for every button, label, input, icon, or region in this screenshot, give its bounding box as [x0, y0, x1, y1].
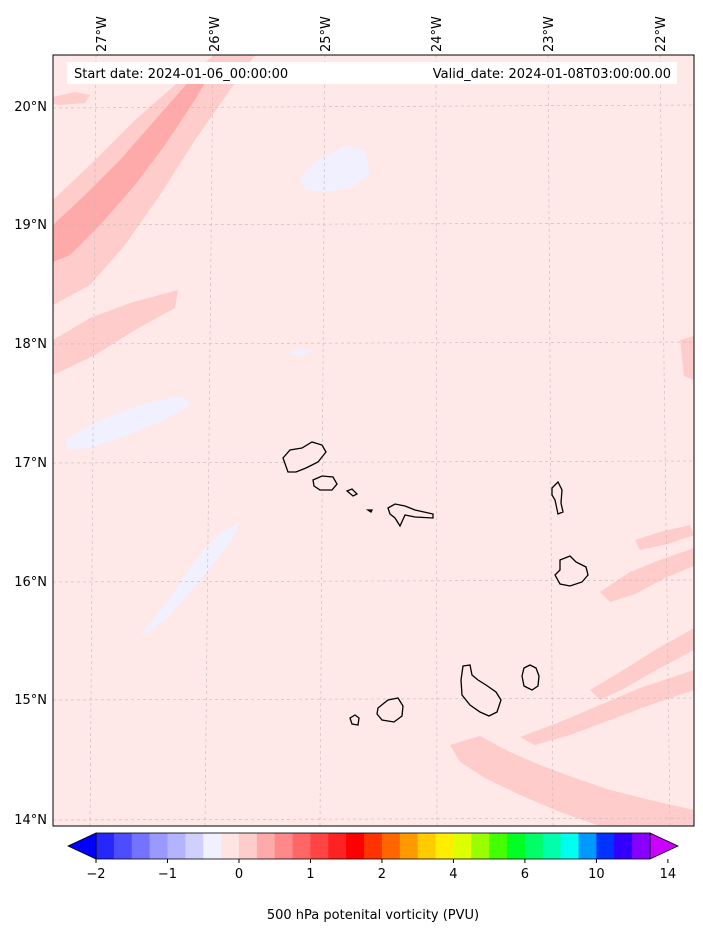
colorbar-cell [471, 833, 490, 859]
colorbar-cell [328, 833, 347, 859]
colorbar-cell [185, 833, 204, 859]
colorbar-ticks: −2 −1 0 1 2 4 6 10 14 [86, 859, 676, 882]
colorbar-cell [524, 833, 544, 859]
colorbar-cell [256, 833, 276, 859]
colorbar-tick-label: 2 [378, 867, 386, 882]
colorbar-cell [238, 833, 258, 859]
gridlines [53, 55, 694, 826]
colorbar-label: 500 hPa potenital vorticity (PVU) [267, 908, 479, 923]
pv-band-southeast-2 [520, 670, 694, 745]
longitude-labels: 27°W 26°W 25°W 24°W 23°W 22°W [95, 16, 669, 52]
colorbar-tick-label: 0 [235, 867, 243, 882]
island-maio [521, 664, 540, 691]
colorbar-cell [221, 833, 240, 859]
pv-negative-patch-small [288, 348, 312, 357]
colorbar-tick-label: −2 [86, 867, 105, 882]
colorbar-cell [149, 833, 168, 859]
colorbar-extend-right [649, 832, 679, 860]
colorbar-cell [167, 833, 186, 859]
islands [282, 441, 589, 726]
island-sao-nicolau [387, 503, 434, 528]
info-box [67, 62, 677, 84]
colorbar-tick-label: 4 [449, 867, 457, 882]
colorbar-cell [489, 833, 508, 859]
pv-band-east-1 [600, 548, 694, 602]
colorbar-cell [113, 833, 133, 859]
lon-label: 24°W [430, 16, 445, 52]
pv-band-east-2 [635, 525, 694, 550]
colorbar-cell [310, 833, 329, 859]
colorbar-cell [578, 833, 597, 859]
colorbar-cell [399, 833, 419, 859]
colorbar-cell [632, 833, 651, 859]
colorbar-frame [95, 832, 651, 860]
colorbar-cell [507, 833, 526, 859]
lat-label: 17°N [14, 456, 47, 471]
colorbar-cell [131, 833, 151, 859]
colorbar-cell [542, 833, 562, 859]
colorbar-tick-label: 1 [306, 867, 314, 882]
pv-band-northwest [53, 55, 255, 305]
island-santa-luzia [345, 488, 359, 497]
colorbar-tick-label: 6 [521, 867, 529, 882]
lat-label: 18°N [14, 337, 47, 352]
island-santiago [460, 664, 502, 717]
colorbar-cell [96, 833, 115, 859]
colorbar-cell [274, 833, 294, 859]
pv-patch-top [53, 92, 90, 105]
lat-label: 15°N [14, 693, 47, 708]
lon-label: 22°W [654, 16, 669, 52]
pv-field [53, 55, 694, 826]
island-branco [365, 509, 374, 513]
pv-band-southeast-3 [590, 628, 694, 700]
lon-label: 25°W [319, 16, 334, 52]
colorbar-cell [435, 833, 454, 859]
lat-label: 19°N [14, 218, 47, 233]
pv-band-southeast-1 [450, 736, 694, 826]
lat-label: 20°N [14, 100, 47, 115]
island-santo-antao [282, 441, 327, 473]
colorbar-tick-label: 14 [660, 867, 677, 882]
colorbar-cell [381, 833, 401, 859]
colorbar-cell [560, 833, 580, 859]
island-brava [349, 714, 360, 726]
map-frame [52, 54, 695, 827]
pv-band-northwest-core [53, 65, 215, 262]
colorbar-cell [417, 833, 437, 859]
island-fogo [376, 697, 404, 723]
valid-date-label: Valid_date: 2024-01-08T03:00:00.00 [433, 67, 671, 82]
pv-negative-patch-southwest [140, 522, 240, 635]
colorbar: −2 −1 0 1 2 4 6 10 14 [67, 832, 679, 882]
pv-negative-patch-north [300, 146, 370, 192]
lon-label: 26°W [208, 16, 223, 52]
colorbar-tick-label: 10 [588, 867, 605, 882]
latitude-labels: 20°N 19°N 18°N 17°N 16°N 15°N 14°N [14, 100, 47, 828]
colorbar-cell [453, 833, 472, 859]
lat-label: 14°N [14, 813, 47, 828]
pv-band-east-edge [680, 336, 694, 380]
pv-band-west [53, 290, 178, 375]
colorbar-tick-label: −1 [158, 867, 177, 882]
colorbar-cell [596, 833, 615, 859]
colorbar-cell [614, 833, 633, 859]
colorbar-cell [203, 833, 222, 859]
lon-label: 23°W [542, 16, 557, 52]
lon-label: 27°W [95, 16, 110, 52]
colorbar-extend-left [67, 832, 97, 860]
island-boa-vista [554, 555, 589, 587]
island-sao-vicente [312, 475, 338, 491]
colorbar-cell [346, 833, 365, 859]
colorbar-cell [364, 833, 383, 859]
lat-label: 16°N [14, 575, 47, 590]
colorbar-cells [96, 833, 651, 859]
colorbar-cell [292, 833, 311, 859]
island-sal [551, 480, 564, 515]
start-date-label: Start date: 2024-01-06_00:00:00 [74, 67, 288, 82]
pv-negative-patch-west [65, 396, 192, 450]
